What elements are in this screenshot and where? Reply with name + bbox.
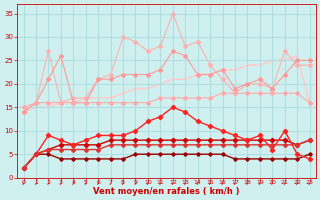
X-axis label: Vent moyen/en rafales ( km/h ): Vent moyen/en rafales ( km/h ) <box>93 187 240 196</box>
